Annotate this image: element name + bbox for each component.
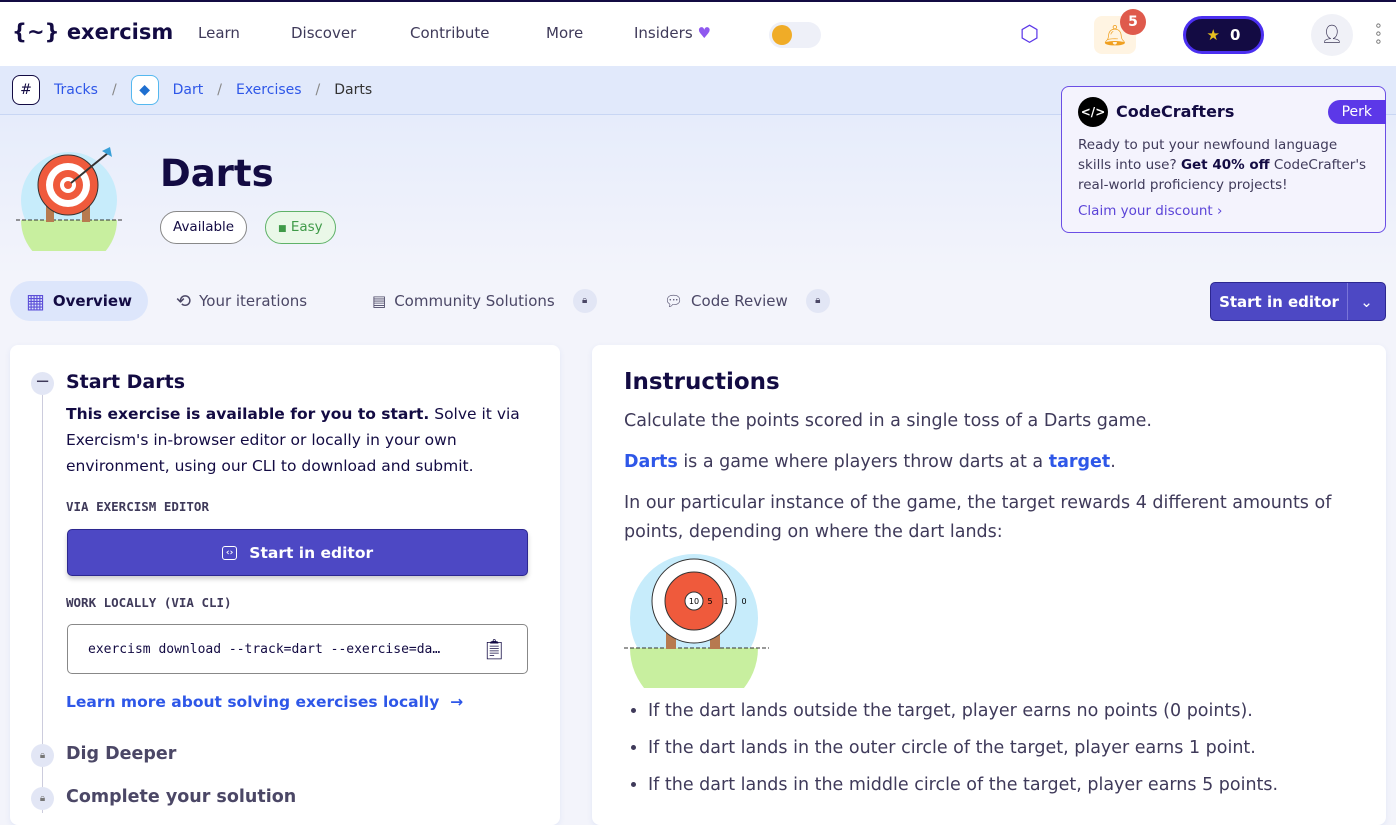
- list-item: If the dart lands outside the target, pl…: [648, 698, 1354, 725]
- breadcrumb-current: Darts: [334, 82, 373, 98]
- user-avatar[interactable]: 👤︎: [1311, 14, 1353, 56]
- target-label: 10: [689, 597, 699, 606]
- lock-icon: 🔒︎: [805, 289, 830, 313]
- complete-heading[interactable]: Complete your solution: [66, 787, 297, 807]
- nav-discover[interactable]: Discover: [291, 24, 357, 42]
- editor-icon: ‹›: [221, 545, 238, 560]
- nav-insiders[interactable]: Insiders ♥: [634, 24, 711, 42]
- more-menu-icon[interactable]: ∘ ∘ ∘: [1374, 18, 1383, 50]
- rank-badge-icon: ★: [1206, 26, 1220, 44]
- sun-icon: [772, 25, 792, 45]
- perk-tag: Perk: [1327, 100, 1386, 124]
- chevron-down-icon[interactable]: ⌄: [1347, 283, 1385, 320]
- target-diagram: 10 5 1 0: [624, 554, 769, 688]
- iterations-icon: ⟲: [176, 290, 192, 312]
- start-intro: This exercise is available for you to st…: [66, 405, 520, 475]
- page-title: Darts: [160, 152, 274, 195]
- tab-iterations[interactable]: ⟲ Your iterations: [176, 290, 308, 312]
- tab-overview[interactable]: ▦ Overview: [10, 281, 148, 321]
- overview-icon: ▦: [26, 289, 45, 313]
- lock-icon: 🔒︎: [31, 787, 54, 810]
- editor-start-button[interactable]: ‹› Start in editor: [67, 529, 528, 576]
- list-item: If the dart lands in the outer circle of…: [648, 735, 1354, 762]
- difficulty-badge: ■ Easy: [265, 211, 336, 244]
- status-badge: Available: [160, 211, 248, 244]
- start-heading: Start Darts: [66, 371, 186, 393]
- perk-card: </> CodeCrafters Perk Ready to put your n…: [1061, 86, 1386, 233]
- start-panel: [10, 345, 560, 825]
- reputation-button[interactable]: ★ 0: [1183, 16, 1264, 54]
- lock-icon: 🔒︎: [31, 744, 54, 767]
- code-review-icon: 💬︎: [664, 292, 684, 310]
- notification-count: 5: [1120, 9, 1146, 35]
- darts-exercise-icon: [16, 147, 122, 251]
- instructions-panel: Instructions Calculate the points scored…: [592, 345, 1386, 825]
- target-label: 1: [723, 597, 728, 606]
- collapse-icon[interactable]: −: [31, 372, 54, 395]
- codecrafters-logo: </>: [1078, 97, 1108, 127]
- instructions-title: Instructions: [624, 369, 780, 395]
- via-cli-label: WORK LOCALLY (VIA CLI): [66, 595, 232, 610]
- learn-more-link[interactable]: Learn more about solving exercises local…: [66, 693, 464, 711]
- perk-text: Ready to put your newfound language skil…: [1078, 137, 1367, 193]
- list-item: If the dart lands in the middle circle o…: [648, 772, 1354, 799]
- instructions-p2: Darts is a game where players throw dart…: [624, 452, 1116, 472]
- breadcrumb-exercises[interactable]: Exercises: [235, 82, 302, 98]
- lock-icon: 🔒︎: [572, 289, 597, 313]
- nav-more[interactable]: More: [546, 24, 584, 42]
- breadcrumb-dart[interactable]: Dart: [172, 82, 204, 98]
- tracks-icon: #: [12, 75, 40, 105]
- copy-clipboard-icon[interactable]: 📋︎: [481, 637, 507, 661]
- start-in-editor-button[interactable]: Start in editor ⌄: [1210, 282, 1386, 321]
- via-editor-label: VIA EXERCISM EDITOR: [66, 499, 209, 514]
- top-nav: {~} exercism Learn Discover Contribute M…: [0, 0, 1396, 66]
- tab-community-solutions[interactable]: ▤ Community Solutions 🔒︎: [356, 281, 613, 321]
- instructions-p1: Calculate the points scored in a single …: [624, 411, 1152, 431]
- theme-toggle[interactable]: [769, 22, 821, 48]
- target-label: 5: [707, 597, 712, 606]
- claim-discount-link[interactable]: Claim your discount ›: [1078, 203, 1223, 219]
- dig-deeper-heading[interactable]: Dig Deeper: [66, 744, 177, 764]
- instructions-p3: In our particular instance of the game, …: [624, 493, 1332, 542]
- journey-hexagon-icon[interactable]: ⬡: [1020, 22, 1040, 47]
- target-label: 0: [741, 597, 746, 606]
- cli-command-box: exercism download --track=dart --exercis…: [67, 624, 528, 674]
- breadcrumb-tracks[interactable]: Tracks: [54, 82, 98, 98]
- tab-code-review[interactable]: 💬︎ Code Review 🔒︎: [648, 281, 846, 321]
- nav-contribute[interactable]: Contribute: [410, 24, 490, 42]
- nav-learn[interactable]: Learn: [198, 24, 240, 42]
- dart-icon: ◆: [130, 75, 159, 105]
- exercism-logo[interactable]: {~} exercism: [12, 20, 174, 44]
- community-solutions-icon: ▤: [372, 292, 387, 310]
- heart-icon: ♥: [697, 24, 711, 42]
